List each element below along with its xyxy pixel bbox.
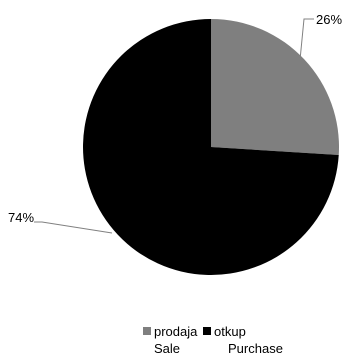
- legend-label-purchase: Purchase: [228, 341, 283, 356]
- pie-slice-prodaja: [211, 19, 340, 156]
- legend-label-otkup: otkup: [214, 324, 246, 339]
- data-label-prodaja: 26%: [316, 12, 342, 27]
- pie-slices: [83, 19, 340, 275]
- leader-line-prodaja: [299, 18, 314, 61]
- legend-swatch-prodaja: [143, 327, 151, 335]
- legend-label-prodaja: prodaja: [154, 324, 198, 339]
- leader-lines: [34, 18, 314, 234]
- legend-swatch-otkup: [203, 327, 211, 335]
- legend-label-sale: Sale: [154, 341, 180, 356]
- pie-slice-otkup: [83, 19, 339, 275]
- legend: prodaja Sale otkup Purchase: [143, 324, 283, 356]
- leader-line-otkup: [34, 221, 113, 234]
- data-label-otkup: 74%: [8, 210, 34, 225]
